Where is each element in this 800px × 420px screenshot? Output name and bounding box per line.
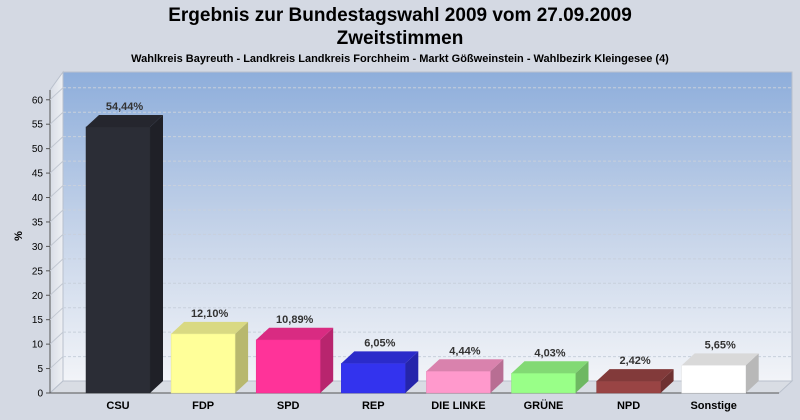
bar-value-label: 10,89% [276, 314, 314, 326]
x-tick-label: REP [362, 400, 385, 412]
x-tick-label: Sonstige [690, 400, 736, 412]
bar-top [681, 353, 759, 366]
bar-front [511, 373, 576, 394]
bar-rep: 6,05% [341, 337, 419, 394]
y-axis: 0 5 10 15 20 25 30 35 40 45 50 55 60 [32, 95, 50, 400]
y-tick-label: 30 [32, 242, 44, 253]
x-tick-label: NPD [617, 400, 640, 412]
bar-value-label: 4,03% [534, 347, 565, 359]
bar-top [341, 351, 419, 364]
x-tick-label: DIE LINKE [431, 400, 485, 412]
bar-value-label: 12,10% [191, 308, 229, 320]
bar-top [426, 359, 504, 372]
bar-front [85, 126, 151, 394]
y-tick-label: 25 [32, 266, 44, 277]
y-tick-label: 45 [32, 169, 44, 180]
bar-value-label: 4,44% [449, 345, 480, 357]
y-tick-label: 35 [32, 217, 44, 228]
gridline [49, 87, 64, 101]
bar-side [745, 353, 759, 393]
y-axis-label: % [13, 231, 25, 241]
gridline [49, 185, 64, 198]
y-tick-label: 40 [32, 193, 44, 204]
x-tick-label: GRÜNE [524, 399, 564, 412]
bar-front [681, 365, 746, 394]
gridline [49, 331, 64, 345]
x-axis-categories: CSU FDP SPD REP DIE LINKE GRÜNE NPD Sonstige [106, 399, 737, 412]
y-tick-label: 55 [32, 120, 44, 131]
bar-front [255, 339, 321, 394]
bar-side [575, 361, 589, 393]
bar-top [171, 321, 249, 334]
bars: 54,44% 12,10% 10,89% 6,05% 4,44% 4,03% 2,42% 5,… [85, 101, 759, 394]
gridline [49, 258, 64, 272]
bar-front [341, 363, 406, 394]
bar-npd: 2,42% [596, 355, 674, 394]
y-tick-label: 0 [37, 389, 43, 400]
x-tick-label: SPD [277, 400, 300, 412]
bar-top [596, 369, 674, 382]
gridline [49, 282, 64, 296]
bar-side [660, 369, 674, 393]
y-tick-label: 15 [32, 315, 44, 326]
gridline [49, 234, 64, 247]
bar-top [511, 361, 589, 374]
y-tick-label: 10 [32, 340, 44, 351]
y-tick-label: 60 [32, 95, 44, 106]
bar-top [86, 114, 163, 127]
bar-front [170, 333, 236, 394]
bar-fdp: 12,10% [170, 308, 249, 394]
bar-side [490, 359, 504, 393]
gridline [49, 136, 64, 150]
gridline [49, 209, 64, 223]
plot-floor [48, 380, 794, 394]
x-tick-label: FDP [192, 400, 214, 412]
bar-side [235, 321, 249, 393]
bar-front [596, 380, 661, 394]
bar-value-label: 5,65% [705, 339, 736, 351]
bar-side [405, 351, 419, 393]
y-tick-label: 50 [32, 144, 44, 155]
gridline [49, 307, 64, 321]
plot-left-wall [49, 70, 64, 395]
bar-csu: 54,44% [85, 101, 163, 394]
bar-die-linke: 4,44% [426, 345, 504, 394]
bar-side [320, 327, 334, 393]
bar-sonstige: 5,65% [681, 339, 759, 394]
bar-spd: 10,89% [255, 314, 334, 394]
bar-grüne: 4,03% [511, 347, 589, 394]
y-tick-label: 20 [32, 291, 44, 302]
x-tick-label: CSU [106, 400, 129, 412]
gridline [49, 356, 64, 369]
gridline [49, 111, 64, 125]
bar-value-label: 54,44% [106, 101, 144, 113]
bar-value-label: 6,05% [364, 337, 395, 349]
chart-title: Ergebnis zur Bundestagswahl 2009 vom 27.… [0, 4, 800, 50]
gridline [49, 160, 64, 174]
bar-value-label: 2,42% [619, 355, 650, 367]
bar-front [426, 371, 491, 394]
chart-subtitle: Wahlkreis Bayreuth - Landkreis Landkreis… [131, 53, 669, 65]
chart-title-line2: Zweitstimmen [336, 28, 464, 49]
bar-top [256, 327, 334, 340]
bar-side [150, 114, 163, 394]
chart-title-line1: Ergebnis zur Bundestagswahl 2009 vom 27.… [168, 5, 632, 26]
y-tick-label: 5 [37, 364, 43, 375]
